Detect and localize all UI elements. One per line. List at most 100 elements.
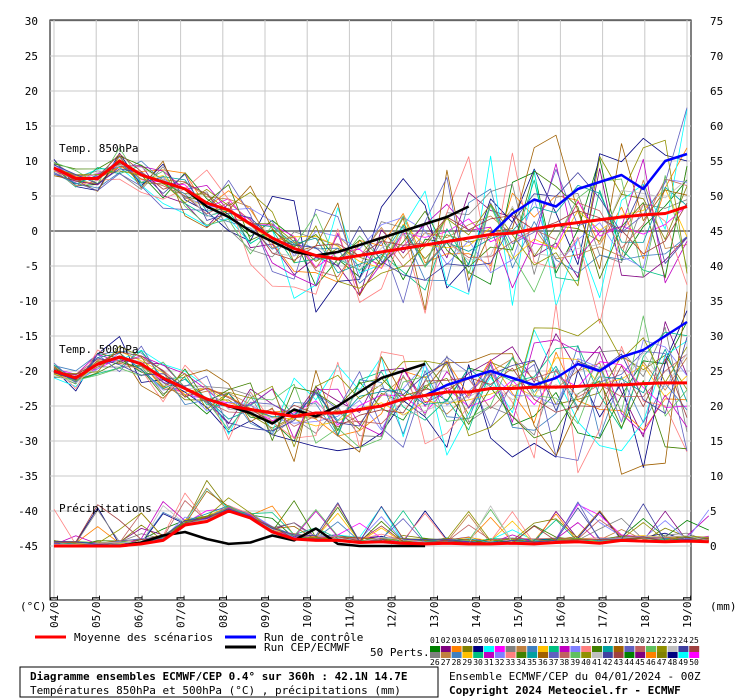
perturbation-line-precip — [53, 507, 709, 545]
y-left-tick-label: -15 — [18, 330, 38, 343]
plot-background — [49, 19, 692, 601]
x-tick-label: 16/01 — [554, 595, 567, 628]
y-right-tick-label: 45 — [710, 225, 723, 238]
t500-label: Temp. 500hPa — [59, 343, 138, 356]
pert-swatch — [462, 652, 473, 658]
y-left-tick-label: -45 — [18, 540, 38, 553]
x-tick-label: 19/01 — [681, 595, 694, 628]
pert-number: 12 — [549, 636, 559, 645]
perturbation-line-500 — [53, 318, 688, 448]
pert-number: 47 — [657, 658, 667, 667]
pert-swatch — [602, 646, 613, 652]
y-left-tick-label: 0 — [31, 225, 38, 238]
pert-number: 50 — [689, 658, 699, 667]
pert-swatch — [494, 646, 505, 652]
pert-number: 40 — [581, 658, 591, 667]
mean-line-precip — [54, 509, 709, 548]
pert-number: 33 — [506, 658, 516, 667]
pert-swatch — [646, 646, 656, 652]
perturbation-line-500 — [53, 315, 688, 449]
pert-swatch — [527, 646, 538, 652]
pert-swatch — [689, 646, 700, 652]
perturbation-line-500 — [53, 326, 688, 438]
x-tick-label: 05/01 — [90, 595, 103, 628]
x-tick-label: 13/01 — [428, 595, 441, 628]
y-right-tick-label: 20 — [710, 400, 723, 413]
pert-number: 35 — [527, 658, 537, 667]
pert-swatch — [624, 646, 635, 652]
x-tick-label: 15/01 — [512, 595, 525, 628]
pert-swatch — [570, 652, 581, 658]
footer-subtitle: Températures 850hPa et 500hPa (°C) , pré… — [30, 684, 401, 697]
pert-number: 48 — [668, 658, 678, 667]
pert-number: 43 — [614, 658, 624, 667]
pert-number: 38 — [560, 658, 570, 667]
pert-swatch — [656, 646, 667, 652]
pert-swatch — [624, 652, 635, 658]
pert-number: 26 — [430, 658, 440, 667]
pert-number: 49 — [678, 658, 688, 667]
perturbation-line-500 — [53, 329, 688, 456]
y-left-tick-label: -5 — [25, 260, 38, 273]
pert-number: 16 — [592, 636, 602, 645]
y-left-tick-label: 30 — [25, 15, 38, 28]
y-right-tick-label: 60 — [710, 120, 723, 133]
pert-number: 30 — [473, 658, 483, 667]
perturbation-line-500 — [53, 351, 688, 428]
perturbation-line-500 — [53, 339, 688, 431]
perturbation-line-850 — [53, 164, 688, 270]
y-left-tick-label: 5 — [31, 190, 38, 203]
pert-number: 05 — [473, 636, 483, 645]
x-tick-label: 18/01 — [639, 595, 652, 628]
y-left-tick-label: 10 — [25, 155, 38, 168]
pert-number: 09 — [516, 636, 526, 645]
perts-grid: 01 02 03 04 05 06 07 08 09 10 11 12 13 14 15 16 17 18 19 20… — [430, 636, 700, 667]
footer-run-info: Ensemble ECMWF/CEP du 04/01/2024 - 00Z — [449, 670, 701, 683]
pert-number: 11 — [538, 636, 548, 645]
series-layer — [53, 107, 710, 548]
pert-number: 21 — [646, 636, 656, 645]
pert-number: 41 — [592, 658, 602, 667]
pert-swatch — [430, 646, 440, 652]
pert-number: 23 — [668, 636, 678, 645]
legend-label-control: Run de contrôle — [264, 631, 363, 644]
y-right-tick-label: 5 — [710, 505, 717, 518]
pert-swatch — [505, 652, 516, 658]
pert-swatch — [494, 652, 505, 658]
footer-copyright: Copyright 2024 Meteociel.fr - ECMWF — [449, 684, 681, 697]
pert-number: 24 — [678, 636, 688, 645]
legend-label-mean: Moyenne des scénarios — [74, 631, 213, 644]
pert-swatch — [592, 652, 602, 658]
pert-number: 03 — [452, 636, 462, 645]
pert-swatch — [689, 652, 700, 658]
pert-swatch — [613, 652, 624, 658]
pert-number: 20 — [635, 636, 645, 645]
pert-number: 42 — [603, 658, 613, 667]
x-tick-label: 11/01 — [343, 595, 356, 628]
x-tick-label: 07/01 — [175, 595, 188, 628]
pert-number: 04 — [462, 636, 472, 645]
y-left-tick-label: -40 — [18, 505, 38, 518]
y-left-unit: (°C) — [20, 600, 47, 613]
x-tick-label: 04/01 — [48, 595, 61, 628]
pert-swatch — [635, 652, 646, 658]
pert-number: 02 — [441, 636, 451, 645]
pert-number: 10 — [527, 636, 537, 645]
pert-swatch — [613, 646, 624, 652]
pert-swatch — [484, 652, 494, 658]
pert-number: 15 — [581, 636, 591, 645]
footer-box — [19, 666, 439, 698]
pert-swatch — [484, 646, 494, 652]
pert-swatch — [430, 652, 440, 658]
pert-swatch — [548, 652, 559, 658]
pert-number: 34 — [516, 658, 526, 667]
perturbation-line-500 — [53, 310, 688, 468]
pert-swatch — [516, 652, 527, 658]
y-right-tick-label: 55 — [710, 155, 723, 168]
pert-swatch — [602, 652, 613, 658]
y-right-tick-label: 65 — [710, 85, 723, 98]
perturbation-line-850 — [53, 107, 688, 304]
y-left-tick-label: -35 — [18, 470, 38, 483]
